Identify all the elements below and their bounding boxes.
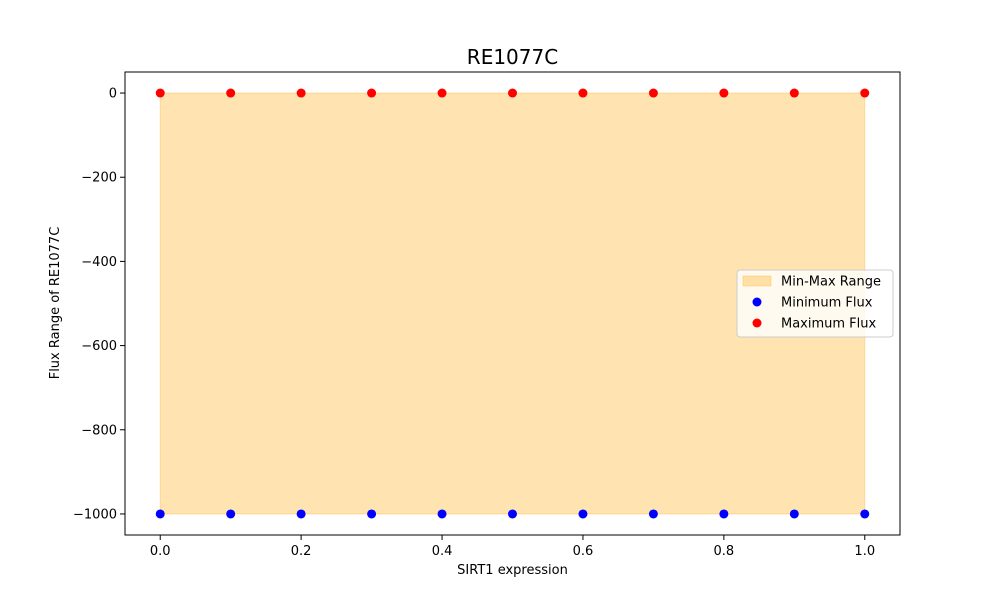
- x-tick-label: 0.4: [432, 544, 453, 559]
- maximum-flux-point: [719, 88, 729, 98]
- x-tick-label: 0.6: [573, 544, 594, 559]
- maximum-flux-point: [155, 88, 165, 98]
- minimum-flux-point: [367, 509, 377, 519]
- maximum-flux-point: [367, 88, 377, 98]
- y-tick-label: −800: [81, 423, 117, 438]
- y-tick-label: −600: [81, 339, 117, 354]
- x-axis-label: SIRT1 expression: [457, 563, 568, 578]
- y-tick-label: −1000: [73, 507, 117, 522]
- maximum-flux-point: [508, 88, 517, 98]
- minimum-flux-point: [648, 509, 658, 519]
- maximum-flux-point: [226, 88, 236, 98]
- legend-swatch-min-max-range: [742, 275, 772, 287]
- minimum-flux-point: [296, 509, 306, 519]
- maximum-flux-point: [860, 88, 870, 98]
- legend: Min-Max Range Minimum Flux Maximum Flux: [736, 269, 894, 338]
- maximum-flux-point: [789, 88, 799, 98]
- minimum-flux-point: [437, 509, 447, 519]
- minimum-flux-point: [719, 509, 729, 519]
- x-tick-label: 0.2: [291, 544, 312, 559]
- x-tick-label: 0.0: [150, 544, 171, 559]
- x-tick-label: 1.0: [854, 544, 875, 559]
- maximum-flux-point: [648, 88, 658, 98]
- maximum-flux-point: [296, 88, 306, 98]
- maximum-flux-point: [578, 88, 588, 98]
- minimum-flux-point: [155, 509, 165, 519]
- minimum-flux-point: [578, 509, 588, 519]
- minimum-flux-point: [508, 509, 517, 519]
- legend-label-min-max-range: Min-Max Range: [781, 275, 881, 290]
- maximum-flux-point: [437, 88, 447, 98]
- y-tick-label: −400: [81, 255, 117, 270]
- minimum-flux-point: [860, 509, 870, 519]
- y-tick-label: −200: [81, 171, 117, 186]
- y-tick-label: 0: [109, 87, 117, 102]
- legend-box: [736, 269, 894, 338]
- legend-label-maximum-flux: Maximum Flux: [781, 317, 877, 332]
- legend-label-minimum-flux: Minimum Flux: [781, 296, 873, 311]
- axes-frame: [124, 71, 901, 536]
- minimum-flux-point: [789, 509, 799, 519]
- minimum-flux-point: [226, 509, 236, 519]
- y-axis-label: Flux Range of RE1077C: [48, 227, 63, 380]
- legend-marker-minimum-flux: [752, 297, 762, 307]
- chart-title: RE1077C: [467, 45, 558, 69]
- legend-marker-maximum-flux: [752, 318, 762, 328]
- x-tick-label: 0.8: [714, 544, 735, 559]
- plot-area: 0.0 0.2 0.4 0.6 0.8 1.0 0 −200 −400 −600 −800 −1000: [73, 71, 901, 559]
